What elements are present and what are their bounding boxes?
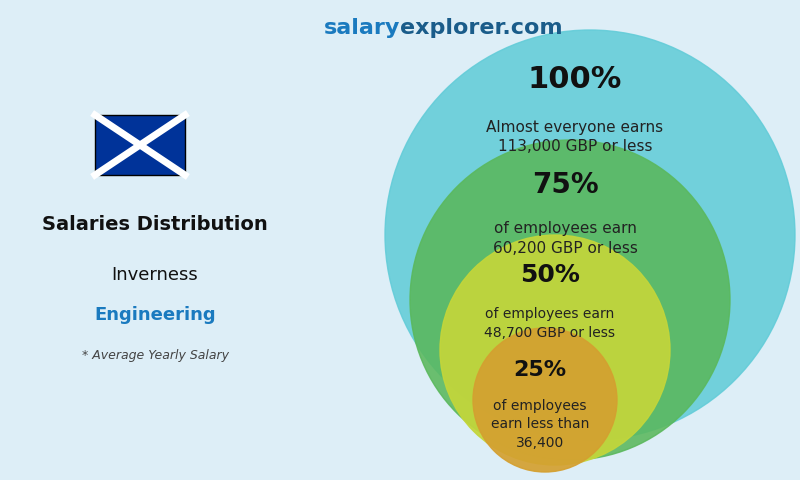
Text: * Average Yearly Salary: * Average Yearly Salary [82, 348, 229, 361]
Text: 25%: 25% [514, 360, 566, 380]
Text: 50%: 50% [520, 263, 580, 287]
Circle shape [385, 30, 795, 440]
Text: explorer.com: explorer.com [400, 18, 562, 38]
Text: Engineering: Engineering [94, 306, 216, 324]
Text: Almost everyone earns
113,000 GBP or less: Almost everyone earns 113,000 GBP or les… [486, 120, 663, 155]
Text: Inverness: Inverness [112, 266, 198, 284]
Circle shape [473, 328, 617, 472]
Circle shape [440, 235, 670, 465]
Text: Salaries Distribution: Salaries Distribution [42, 216, 268, 235]
Text: of employees earn
60,200 GBP or less: of employees earn 60,200 GBP or less [493, 221, 638, 256]
Text: 75%: 75% [532, 171, 598, 199]
Text: 100%: 100% [528, 65, 622, 95]
FancyBboxPatch shape [95, 115, 185, 175]
Text: of employees
earn less than
36,400: of employees earn less than 36,400 [491, 399, 589, 450]
Text: of employees earn
48,700 GBP or less: of employees earn 48,700 GBP or less [485, 307, 615, 340]
Text: salary: salary [324, 18, 400, 38]
Circle shape [410, 140, 730, 460]
